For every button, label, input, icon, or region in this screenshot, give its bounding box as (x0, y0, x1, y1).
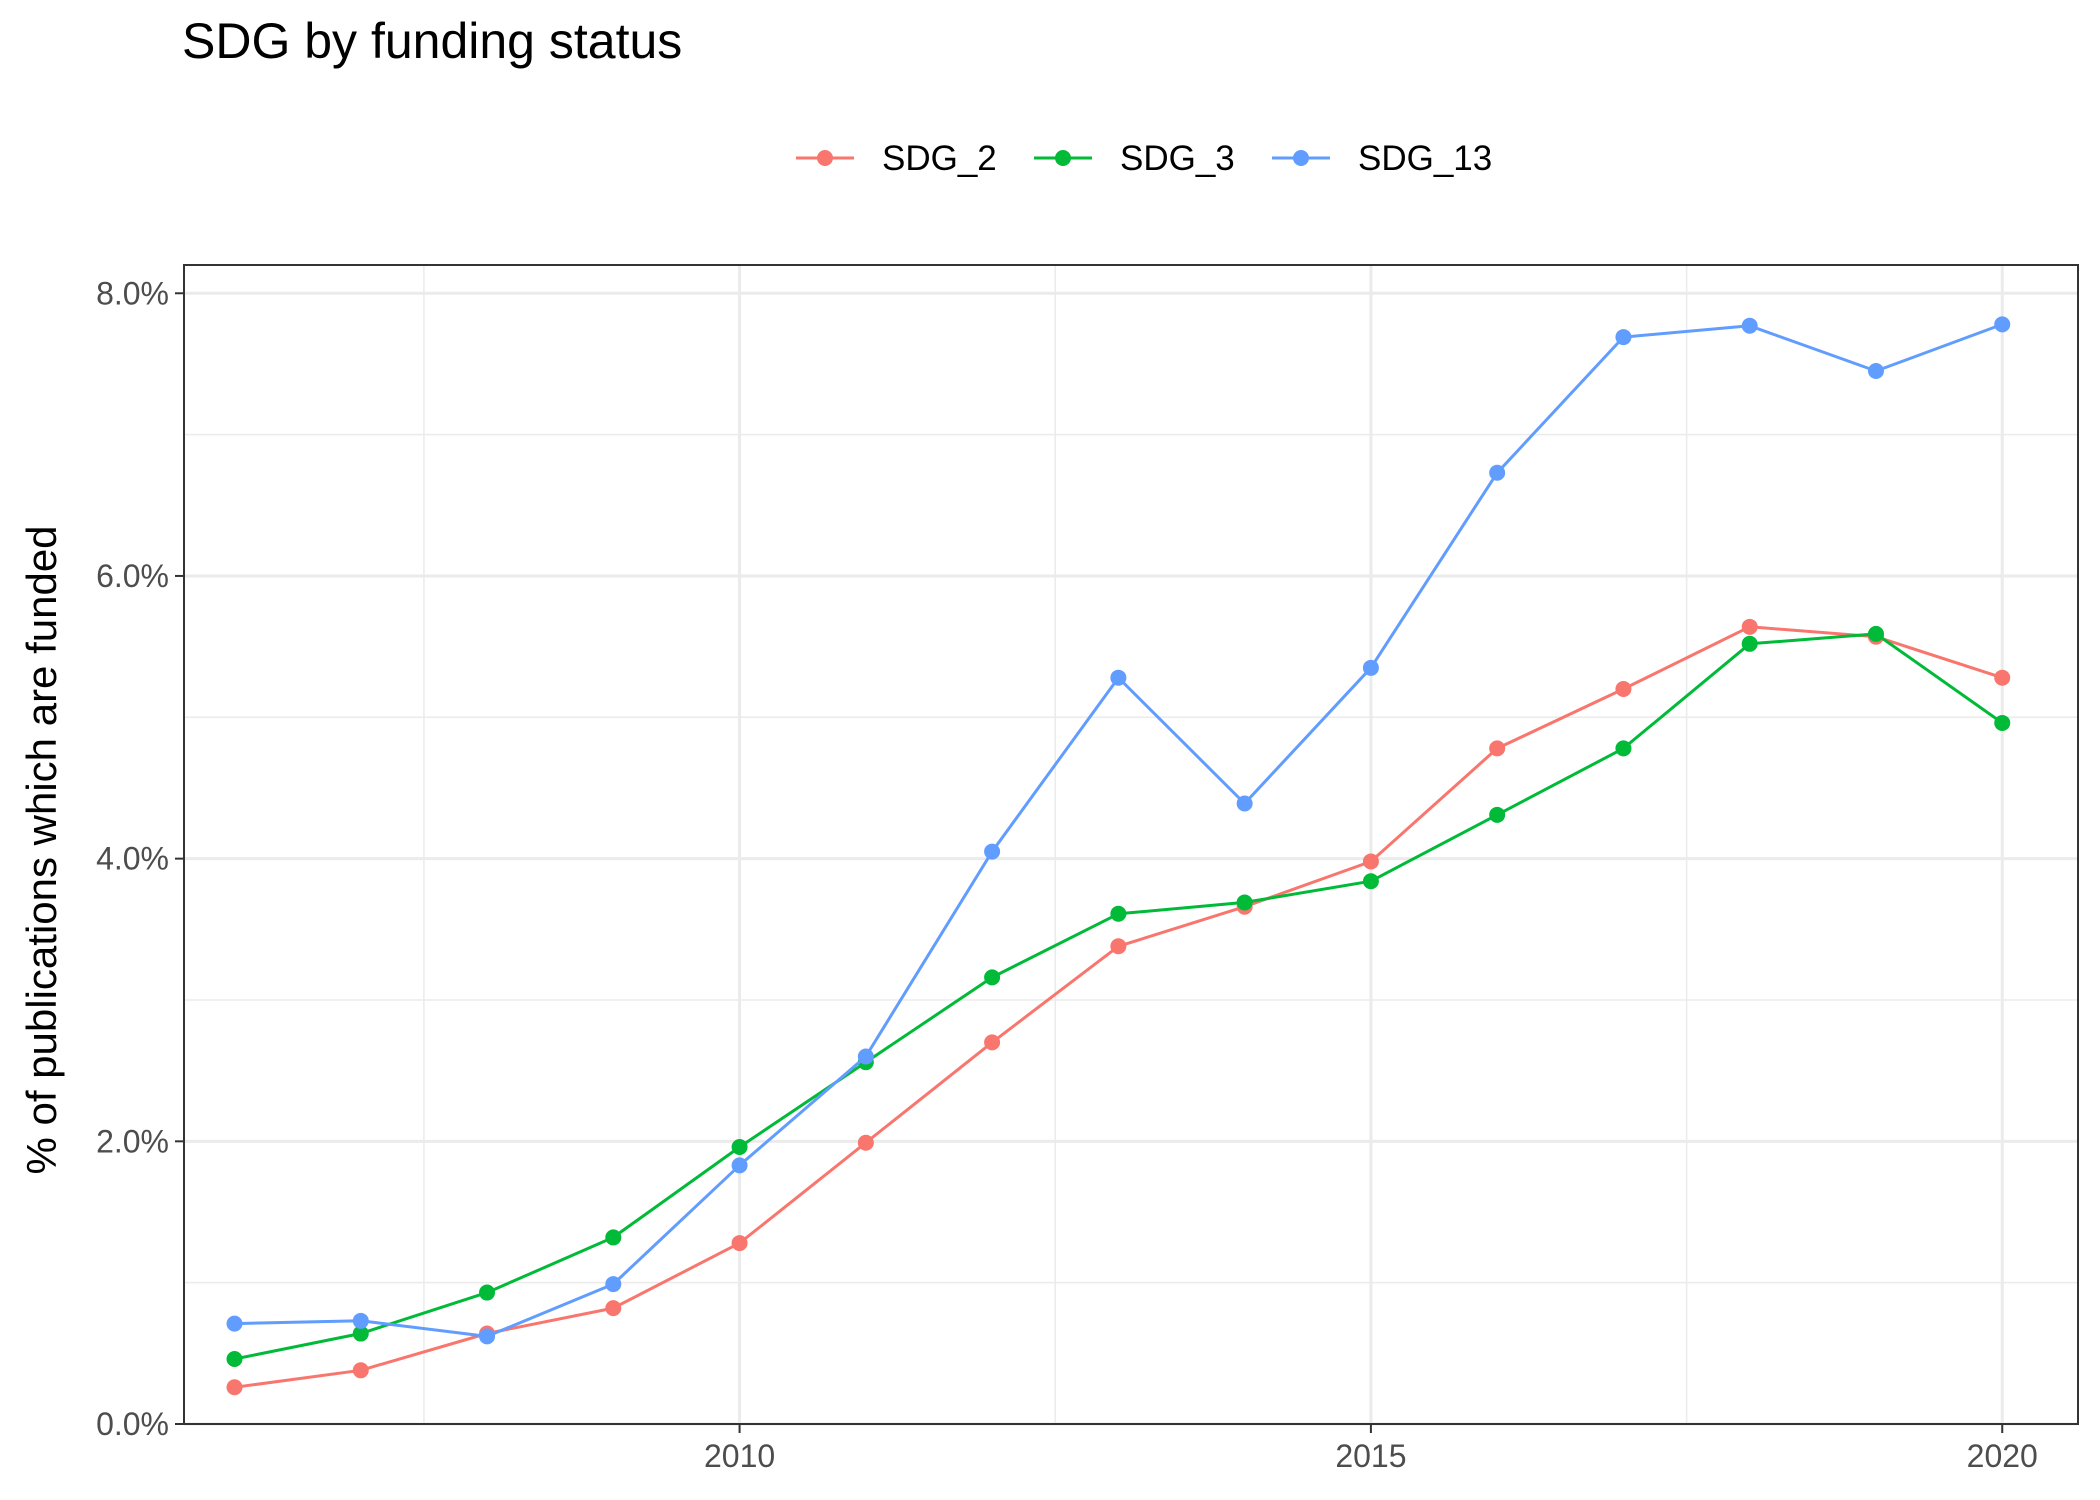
data-point-sdg-3 (1362, 873, 1379, 890)
data-point-sdg-3 (1615, 740, 1632, 757)
axes: 0.0% 2.0% 4.0% 6.0% 8.0% 2010 2015 2020 (96, 275, 2038, 1474)
data-point-sdg-3 (226, 1350, 243, 1367)
legend: SDG_2 SDG_3 SDG_13 (796, 139, 1492, 178)
data-point-sdg-3 (1236, 894, 1253, 911)
data-point-sdg-2 (1362, 853, 1379, 870)
data-point-sdg-2 (857, 1134, 874, 1151)
data-point-sdg-3 (1994, 714, 2011, 731)
data-point-sdg-3 (984, 969, 1001, 986)
legend-label: SDG_2 (882, 139, 997, 178)
y-tick-label: 8.0% (96, 275, 169, 311)
legend-key-point (817, 150, 833, 166)
series-sdg-3 (226, 625, 2011, 1367)
y-axis-title: % of publications which are funded (18, 525, 65, 1174)
data-point-sdg-13 (226, 1315, 243, 1332)
data-point-sdg-13 (984, 843, 1001, 860)
legend-key-point (1293, 150, 1309, 166)
series-line-sdg-2 (234, 625, 2003, 1389)
data-point-sdg-3 (479, 1284, 496, 1301)
data-point-sdg-2 (1615, 681, 1632, 698)
data-point-sdg-13 (605, 1276, 622, 1293)
data-point-sdg-13 (479, 1328, 496, 1345)
data-point-sdg-2 (731, 1235, 748, 1252)
data-point-sdg-13 (352, 1312, 369, 1329)
data-point-sdg-13 (1867, 363, 1884, 380)
data-point-sdg-2 (984, 1034, 1001, 1051)
grid (184, 265, 2078, 1426)
data-point-sdg-13 (857, 1048, 874, 1065)
series-sdg-2 (226, 618, 2011, 1396)
data-point-sdg-13 (1489, 464, 1506, 481)
y-tick-label: 2.0% (96, 1123, 169, 1159)
legend-item-sdg-2: SDG_2 (796, 139, 997, 178)
data-point-sdg-3 (352, 1325, 369, 1342)
legend-item-sdg-3: SDG_3 (1034, 139, 1235, 178)
panel-border (183, 264, 2079, 1425)
data-point-sdg-13 (1110, 669, 1127, 686)
data-point-sdg-3 (1110, 905, 1127, 922)
series-sdg-13 (226, 316, 2011, 1345)
data-point-sdg-3 (1489, 806, 1506, 823)
y-tick-label: 6.0% (96, 558, 169, 594)
data-point-sdg-13 (1741, 317, 1758, 334)
data-point-sdg-3 (731, 1138, 748, 1155)
data-point-sdg-13 (1362, 659, 1379, 676)
x-tick-label: 2010 (704, 1438, 775, 1474)
legend-item-sdg-13: SDG_13 (1272, 139, 1492, 178)
legend-label: SDG_3 (1120, 139, 1235, 178)
data-point-sdg-2 (1741, 618, 1758, 635)
data-point-sdg-2 (1994, 669, 2011, 686)
data-point-sdg-13 (731, 1157, 748, 1174)
y-tick-label: 0.0% (96, 1406, 169, 1442)
x-tick-label: 2015 (1335, 1438, 1406, 1474)
data-point-sdg-2 (352, 1362, 369, 1379)
series-line-sdg-3 (234, 632, 2004, 1361)
x-tick-label: 2020 (1967, 1438, 2038, 1474)
data-point-sdg-2 (1110, 938, 1127, 955)
data-point-sdg-2 (226, 1379, 243, 1396)
y-tick-label: 4.0% (96, 841, 169, 877)
legend-key-point (1055, 150, 1071, 166)
chart-title: SDG by funding status (182, 13, 682, 69)
data-point-sdg-2 (605, 1300, 622, 1317)
data-point-sdg-13 (1615, 329, 1632, 346)
data-point-sdg-2 (1489, 740, 1506, 757)
data-point-sdg-3 (1867, 625, 1884, 642)
data-point-sdg-13 (1994, 316, 2011, 333)
data-point-sdg-13 (1236, 795, 1253, 812)
data-point-sdg-3 (605, 1229, 622, 1246)
legend-label: SDG_13 (1358, 139, 1492, 178)
series-layer (226, 316, 2011, 1396)
data-point-sdg-3 (1741, 635, 1758, 652)
series-line-sdg-13 (234, 322, 2003, 1338)
